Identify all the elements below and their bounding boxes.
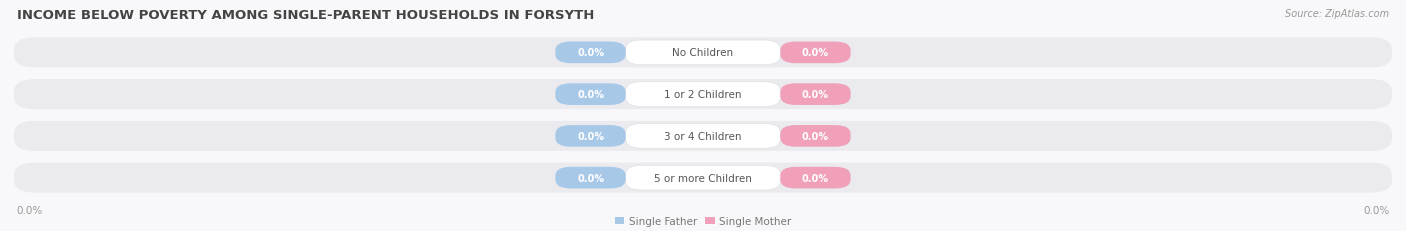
Text: 0.0%: 0.0% xyxy=(17,205,44,215)
FancyBboxPatch shape xyxy=(780,42,851,64)
FancyBboxPatch shape xyxy=(780,167,851,189)
Text: 3 or 4 Children: 3 or 4 Children xyxy=(664,131,742,141)
FancyBboxPatch shape xyxy=(14,163,1392,193)
FancyBboxPatch shape xyxy=(626,82,780,107)
Text: Source: ZipAtlas.com: Source: ZipAtlas.com xyxy=(1285,9,1389,19)
FancyBboxPatch shape xyxy=(14,38,1392,68)
FancyBboxPatch shape xyxy=(626,41,780,65)
Text: 0.0%: 0.0% xyxy=(576,131,605,141)
Text: 1 or 2 Children: 1 or 2 Children xyxy=(664,90,742,100)
FancyBboxPatch shape xyxy=(555,167,626,189)
FancyBboxPatch shape xyxy=(14,121,1392,151)
Text: 0.0%: 0.0% xyxy=(801,90,830,100)
FancyBboxPatch shape xyxy=(626,124,780,149)
Text: 5 or more Children: 5 or more Children xyxy=(654,173,752,183)
FancyBboxPatch shape xyxy=(555,84,626,106)
FancyBboxPatch shape xyxy=(626,166,780,190)
FancyBboxPatch shape xyxy=(14,80,1392,110)
FancyBboxPatch shape xyxy=(780,84,851,106)
Text: 0.0%: 0.0% xyxy=(801,48,830,58)
Text: 0.0%: 0.0% xyxy=(1362,205,1389,215)
FancyBboxPatch shape xyxy=(555,42,626,64)
Legend: Single Father, Single Mother: Single Father, Single Mother xyxy=(610,212,796,231)
Text: 0.0%: 0.0% xyxy=(801,173,830,183)
FancyBboxPatch shape xyxy=(555,125,626,147)
Text: No Children: No Children xyxy=(672,48,734,58)
Text: INCOME BELOW POVERTY AMONG SINGLE-PARENT HOUSEHOLDS IN FORSYTH: INCOME BELOW POVERTY AMONG SINGLE-PARENT… xyxy=(17,9,595,22)
Text: 0.0%: 0.0% xyxy=(801,131,830,141)
FancyBboxPatch shape xyxy=(780,125,851,147)
Text: 0.0%: 0.0% xyxy=(576,48,605,58)
Text: 0.0%: 0.0% xyxy=(576,173,605,183)
Text: 0.0%: 0.0% xyxy=(576,90,605,100)
